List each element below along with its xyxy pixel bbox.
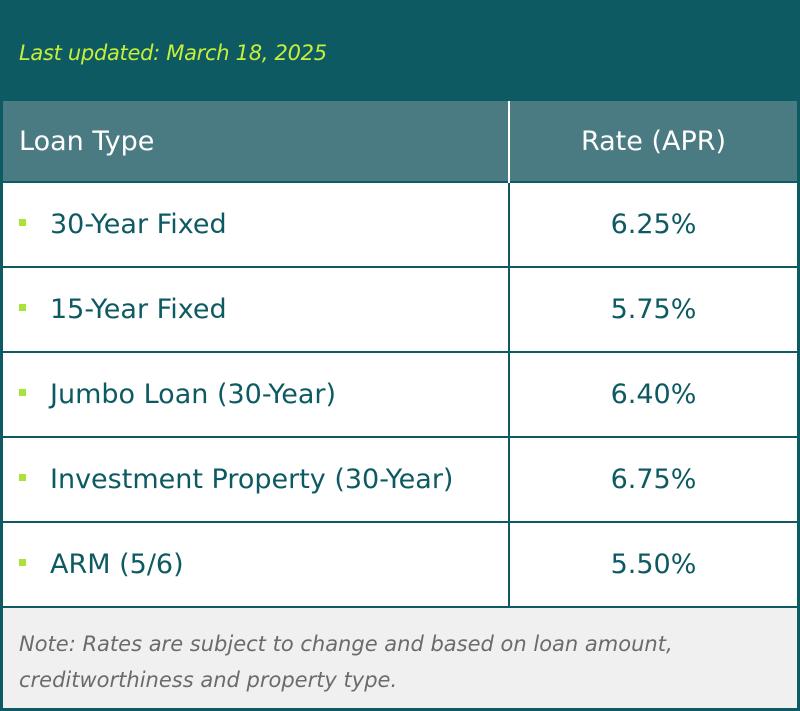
loan-type: ARM (5/6) (3, 521, 510, 606)
column-header: Rate (APR) (509, 101, 797, 182)
column-header: Loan Type (3, 101, 510, 182)
note: Note: Rates are subject to change and ba… (3, 606, 797, 708)
bullet (19, 474, 26, 481)
rate: 6.75% (509, 436, 797, 522)
loan-type: 15-Year Fixed (3, 266, 510, 352)
loan-type-text: ARM (5/6) (50, 549, 184, 580)
rate: 6.40% (509, 351, 797, 437)
rate: 5.50% (509, 521, 797, 606)
table-body: 30-Year Fixed 6.25% 15-Year Fixed 5.75% Jumb… (3, 181, 797, 606)
rate-text: 6.40% (610, 379, 697, 410)
rate-text: 5.75% (610, 294, 697, 325)
loan-type: Jumbo Loan (30-Year) (3, 351, 510, 437)
loan-type-text: 15-Year Fixed (50, 294, 227, 325)
rate: 6.25% (509, 181, 797, 267)
table-row: ARM (5/6) 5.50% (3, 521, 797, 606)
bullet (19, 219, 26, 226)
bullet (19, 559, 26, 566)
bullet (19, 304, 26, 311)
loan-type-text: Investment Property (30-Year) (50, 464, 454, 495)
rate-text: 6.75% (610, 464, 697, 495)
loan-type: Investment Property (30-Year) (3, 436, 510, 522)
header-row: Loan Type Rate (APR) (3, 101, 797, 182)
table-row: 30-Year Fixed 6.25% (3, 181, 797, 267)
table-row: 15-Year Fixed 5.75% (3, 266, 797, 352)
last-updated: Last updated: March 18, 2025 (19, 41, 327, 65)
rate-text: 6.25% (610, 209, 697, 240)
table-row: Jumbo Loan (30-Year) 6.40% (3, 351, 797, 437)
rate: 5.75% (509, 266, 797, 352)
rates-table: Loan Type Rate (APR) 30-Year Fixed 6.25% 15… (3, 101, 797, 606)
rate-text: 5.50% (610, 549, 697, 580)
bullet (19, 389, 26, 396)
table-row: Investment Property (30-Year) 6.75% (3, 436, 797, 522)
loan-type: 30-Year Fixed (3, 181, 510, 267)
loan-type-text: 30-Year Fixed (50, 209, 227, 240)
header-bar: Last updated: March 18, 2025 (3, 3, 797, 101)
loan-type-text: Jumbo Loan (30-Year) (50, 379, 337, 410)
